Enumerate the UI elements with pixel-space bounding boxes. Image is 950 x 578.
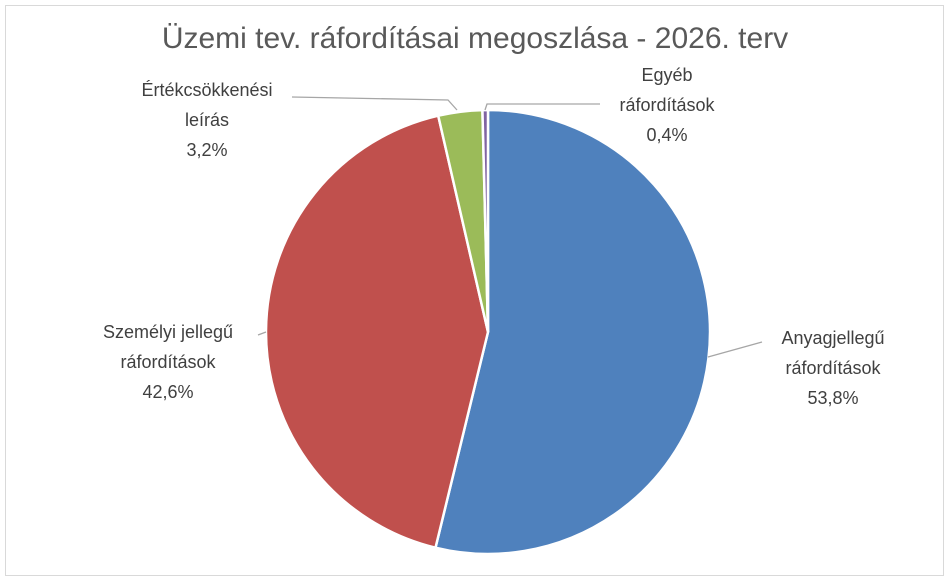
- value-label: 53,8%: [807, 388, 859, 408]
- pie-slice: [264, 114, 490, 550]
- leader-line: [707, 341, 763, 358]
- value-label: 0,4%: [646, 125, 688, 145]
- data-label: Személyi jellegű ráfordítások 42,6%: [81, 317, 256, 407]
- data-label: Értékcsökkenési leírás 3,2%: [127, 75, 287, 165]
- pie: [264, 108, 712, 556]
- pie-slice: [433, 108, 712, 556]
- category-label: Egyéb ráfordítások: [619, 65, 715, 115]
- leader-line: [291, 96, 458, 111]
- value-label: 42,6%: [142, 382, 194, 402]
- leader-line: [484, 103, 600, 111]
- category-label: Értékcsökkenési leírás: [141, 80, 273, 130]
- category-label: Anyagjellegű ráfordítások: [781, 328, 885, 378]
- data-label: Egyéb ráfordítások 0,4%: [602, 60, 732, 150]
- leader-line: [257, 331, 267, 336]
- data-label: Anyagjellegű ráfordítások 53,8%: [768, 323, 898, 413]
- chart-title: Üzemi tev. ráfordításai megoszlása - 202…: [161, 22, 789, 55]
- leader-lines: [257, 96, 763, 358]
- value-label: 3,2%: [186, 140, 228, 160]
- category-label: Személyi jellegű ráfordítások: [102, 322, 234, 372]
